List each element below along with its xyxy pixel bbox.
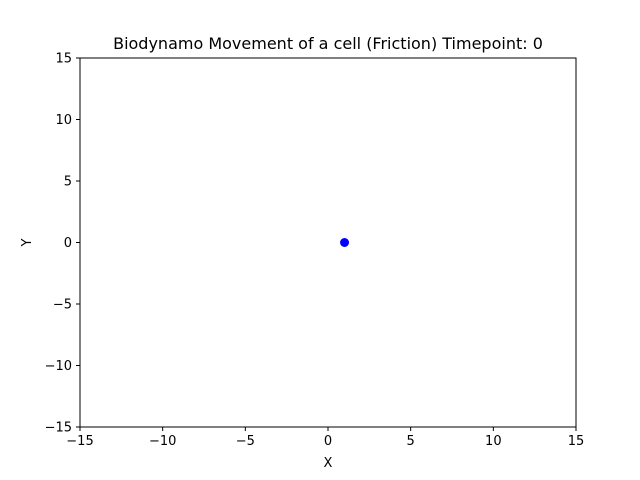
y-tick-label: 0 [64, 236, 72, 251]
cell-position-point [340, 238, 350, 247]
x-tick-label: −5 [236, 434, 255, 449]
y-axis-label: Y [20, 238, 35, 247]
x-tick-label: 10 [485, 434, 502, 449]
chart-title: Biodynamo Movement of a cell (Friction) … [113, 34, 543, 53]
x-axis: −15 −10 −5 0 5 10 15 [66, 427, 584, 449]
x-tick-label: −15 [66, 434, 93, 449]
data-points [340, 238, 350, 247]
y-tick-label: 5 [64, 175, 72, 190]
y-tick-label: 15 [55, 52, 72, 67]
y-tick-label: −15 [45, 421, 72, 436]
y-tick-label: −5 [53, 298, 72, 313]
x-axis-label: X [324, 456, 333, 471]
x-tick-label: 5 [407, 434, 415, 449]
x-tick-label: 15 [568, 434, 585, 449]
y-axis: −15 −10 −5 0 5 10 15 [45, 52, 80, 436]
x-tick-label: −10 [149, 434, 176, 449]
y-tick-label: 10 [55, 113, 72, 128]
y-tick-label: −10 [45, 359, 72, 374]
plot-area-frame [79, 57, 577, 428]
x-tick-label: 0 [324, 434, 332, 449]
